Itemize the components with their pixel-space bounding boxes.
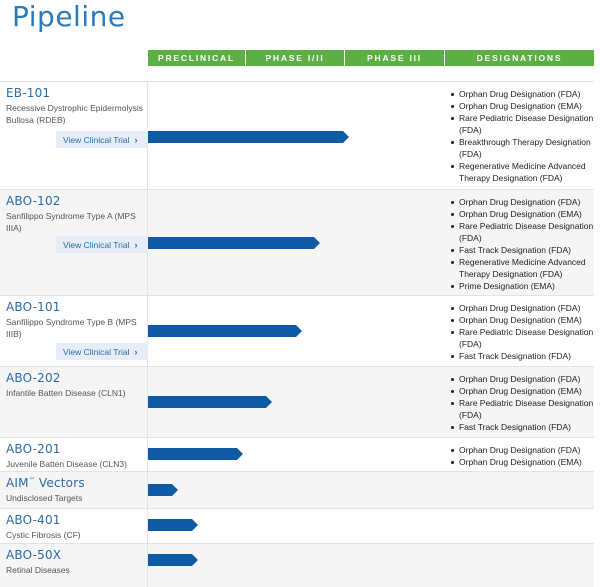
progress-bar xyxy=(148,448,243,460)
program-name: ABO-201 xyxy=(6,442,61,456)
progress-bar xyxy=(148,131,349,143)
designation-item: Prime Designation (EMA) xyxy=(448,280,594,292)
program-cell: ABO-102 Sanfilippo Syndrome Type A (MPS … xyxy=(0,190,148,295)
table-row: ABO-102 Sanfilippo Syndrome Type A (MPS … xyxy=(0,189,594,295)
program-indication: Sanfilippo Syndrome Type A (MPS IIIA) xyxy=(6,211,136,233)
designation-item: Orphan Drug Designation (FDA) xyxy=(448,88,594,100)
table-row: ABO-101 Sanfilippo Syndrome Type B (MPS … xyxy=(0,295,594,366)
program-cell: ABO-101 Sanfilippo Syndrome Type B (MPS … xyxy=(0,296,148,366)
program-cell: EB-101 Recessive Dystrophic Epidermolysi… xyxy=(0,82,148,189)
program-name: AIM™ Vectors xyxy=(6,476,85,490)
program-cell: AIM™ Vectors Undisclosed Targets xyxy=(0,472,148,508)
page-title: Pipeline xyxy=(12,0,126,33)
designation-item: Orphan Drug Designation (EMA) xyxy=(448,208,594,220)
button-label: View Clinical Trial xyxy=(63,134,130,145)
header-phase-3: PHASE III xyxy=(345,50,445,66)
progress-bar xyxy=(148,396,272,408)
designation-item: Orphan Drug Designation (FDA) xyxy=(448,196,594,208)
progress-bar xyxy=(148,554,198,566)
designation-item: Rare Pediatric Disease Designation (FDA) xyxy=(448,220,594,244)
designation-item: Rare Pediatric Disease Designation (FDA) xyxy=(448,326,594,350)
table-row: EB-101 Recessive Dystrophic Epidermolysi… xyxy=(0,81,594,189)
program-name: EB-101 xyxy=(6,86,51,100)
header-preclinical: PRECLINICAL xyxy=(148,50,246,66)
program-cell: ABO-401 Cystic Fibrosis (CF) xyxy=(0,509,148,543)
designation-item: Breakthrough Therapy Designation (FDA) xyxy=(448,136,594,160)
designation-list: Orphan Drug Designation (FDA) Orphan Dru… xyxy=(448,302,594,362)
program-indication: Cystic Fibrosis (CF) xyxy=(6,530,81,540)
program-cell: ABO-201 Juvenile Batten Disease (CLN3) xyxy=(0,438,148,471)
button-label: View Clinical Trial xyxy=(63,239,130,250)
designation-list: Orphan Drug Designation (FDA) Orphan Dru… xyxy=(448,88,594,184)
program-name: ABO-101 xyxy=(6,300,61,314)
table-row: ABO-202 Infantile Batten Disease (CLN1) … xyxy=(0,366,594,437)
designation-item: Fast Track Designation (FDA) xyxy=(448,350,594,362)
designation-item: Rare Pediatric Disease Designation (FDA) xyxy=(448,397,594,421)
table-row: ABO-401 Cystic Fibrosis (CF) xyxy=(0,508,594,543)
designation-item: Orphan Drug Designation (EMA) xyxy=(448,100,594,112)
table-row: ABO-201 Juvenile Batten Disease (CLN3) O… xyxy=(0,437,594,471)
designation-item: Regenerative Medicine Advanced Therapy D… xyxy=(448,160,594,184)
progress-bar xyxy=(148,325,302,337)
designation-item: Fast Track Designation (FDA) xyxy=(448,244,594,256)
designation-item: Regenerative Medicine Advanced Therapy D… xyxy=(448,256,594,280)
designation-item: Fast Track Designation (FDA) xyxy=(448,421,594,433)
designation-list: Orphan Drug Designation (FDA) Orphan Dru… xyxy=(448,373,594,433)
program-cell: ABO-50X Retinal Diseases xyxy=(0,544,148,587)
progress-bar xyxy=(148,519,198,531)
progress-bar xyxy=(148,237,320,249)
program-name: ABO-401 xyxy=(6,513,61,527)
chevron-right-icon: › xyxy=(134,239,138,250)
view-clinical-trial-button[interactable]: View Clinical Trial › xyxy=(56,131,148,148)
designation-item: Orphan Drug Designation (EMA) xyxy=(448,314,594,326)
header-phase-1-2: PHASE I/II xyxy=(246,50,345,66)
designation-item: Orphan Drug Designation (FDA) xyxy=(448,302,594,314)
program-name: ABO-102 xyxy=(6,194,61,208)
designation-item: Rare Pediatric Disease Designation (FDA) xyxy=(448,112,594,136)
progress-bar xyxy=(148,484,178,496)
chevron-right-icon: › xyxy=(134,346,138,357)
designation-item: Orphan Drug Designation (FDA) xyxy=(448,373,594,385)
designation-item: Orphan Drug Designation (FDA) xyxy=(448,444,594,456)
view-clinical-trial-button[interactable]: View Clinical Trial › xyxy=(56,236,148,253)
program-indication: Juvenile Batten Disease (CLN3) xyxy=(6,459,127,469)
program-indication: Infantile Batten Disease (CLN1) xyxy=(6,388,126,398)
program-name: ABO-202 xyxy=(6,371,61,385)
designation-list: Orphan Drug Designation (FDA) Orphan Dru… xyxy=(448,196,594,292)
table-row: AIM™ Vectors Undisclosed Targets xyxy=(0,471,594,508)
designation-list: Orphan Drug Designation (FDA) Orphan Dru… xyxy=(448,444,594,468)
program-indication: Recessive Dystrophic Epidermolysis Bullo… xyxy=(6,103,143,125)
program-cell: ABO-202 Infantile Batten Disease (CLN1) xyxy=(0,367,148,437)
program-indication: Retinal Diseases xyxy=(6,565,70,575)
program-name: ABO-50X xyxy=(6,548,62,562)
program-indication: Undisclosed Targets xyxy=(6,493,83,503)
button-label: View Clinical Trial xyxy=(63,346,130,357)
program-indication: Sanfilippo Syndrome Type B (MPS IIIB) xyxy=(6,317,137,339)
chevron-right-icon: › xyxy=(134,134,138,145)
designation-item: Orphan Drug Designation (EMA) xyxy=(448,456,594,468)
header-designations: DESIGNATIONS xyxy=(445,50,594,66)
designation-item: Orphan Drug Designation (EMA) xyxy=(448,385,594,397)
view-clinical-trial-button[interactable]: View Clinical Trial › xyxy=(56,343,148,360)
table-row: ABO-50X Retinal Diseases xyxy=(0,543,594,587)
